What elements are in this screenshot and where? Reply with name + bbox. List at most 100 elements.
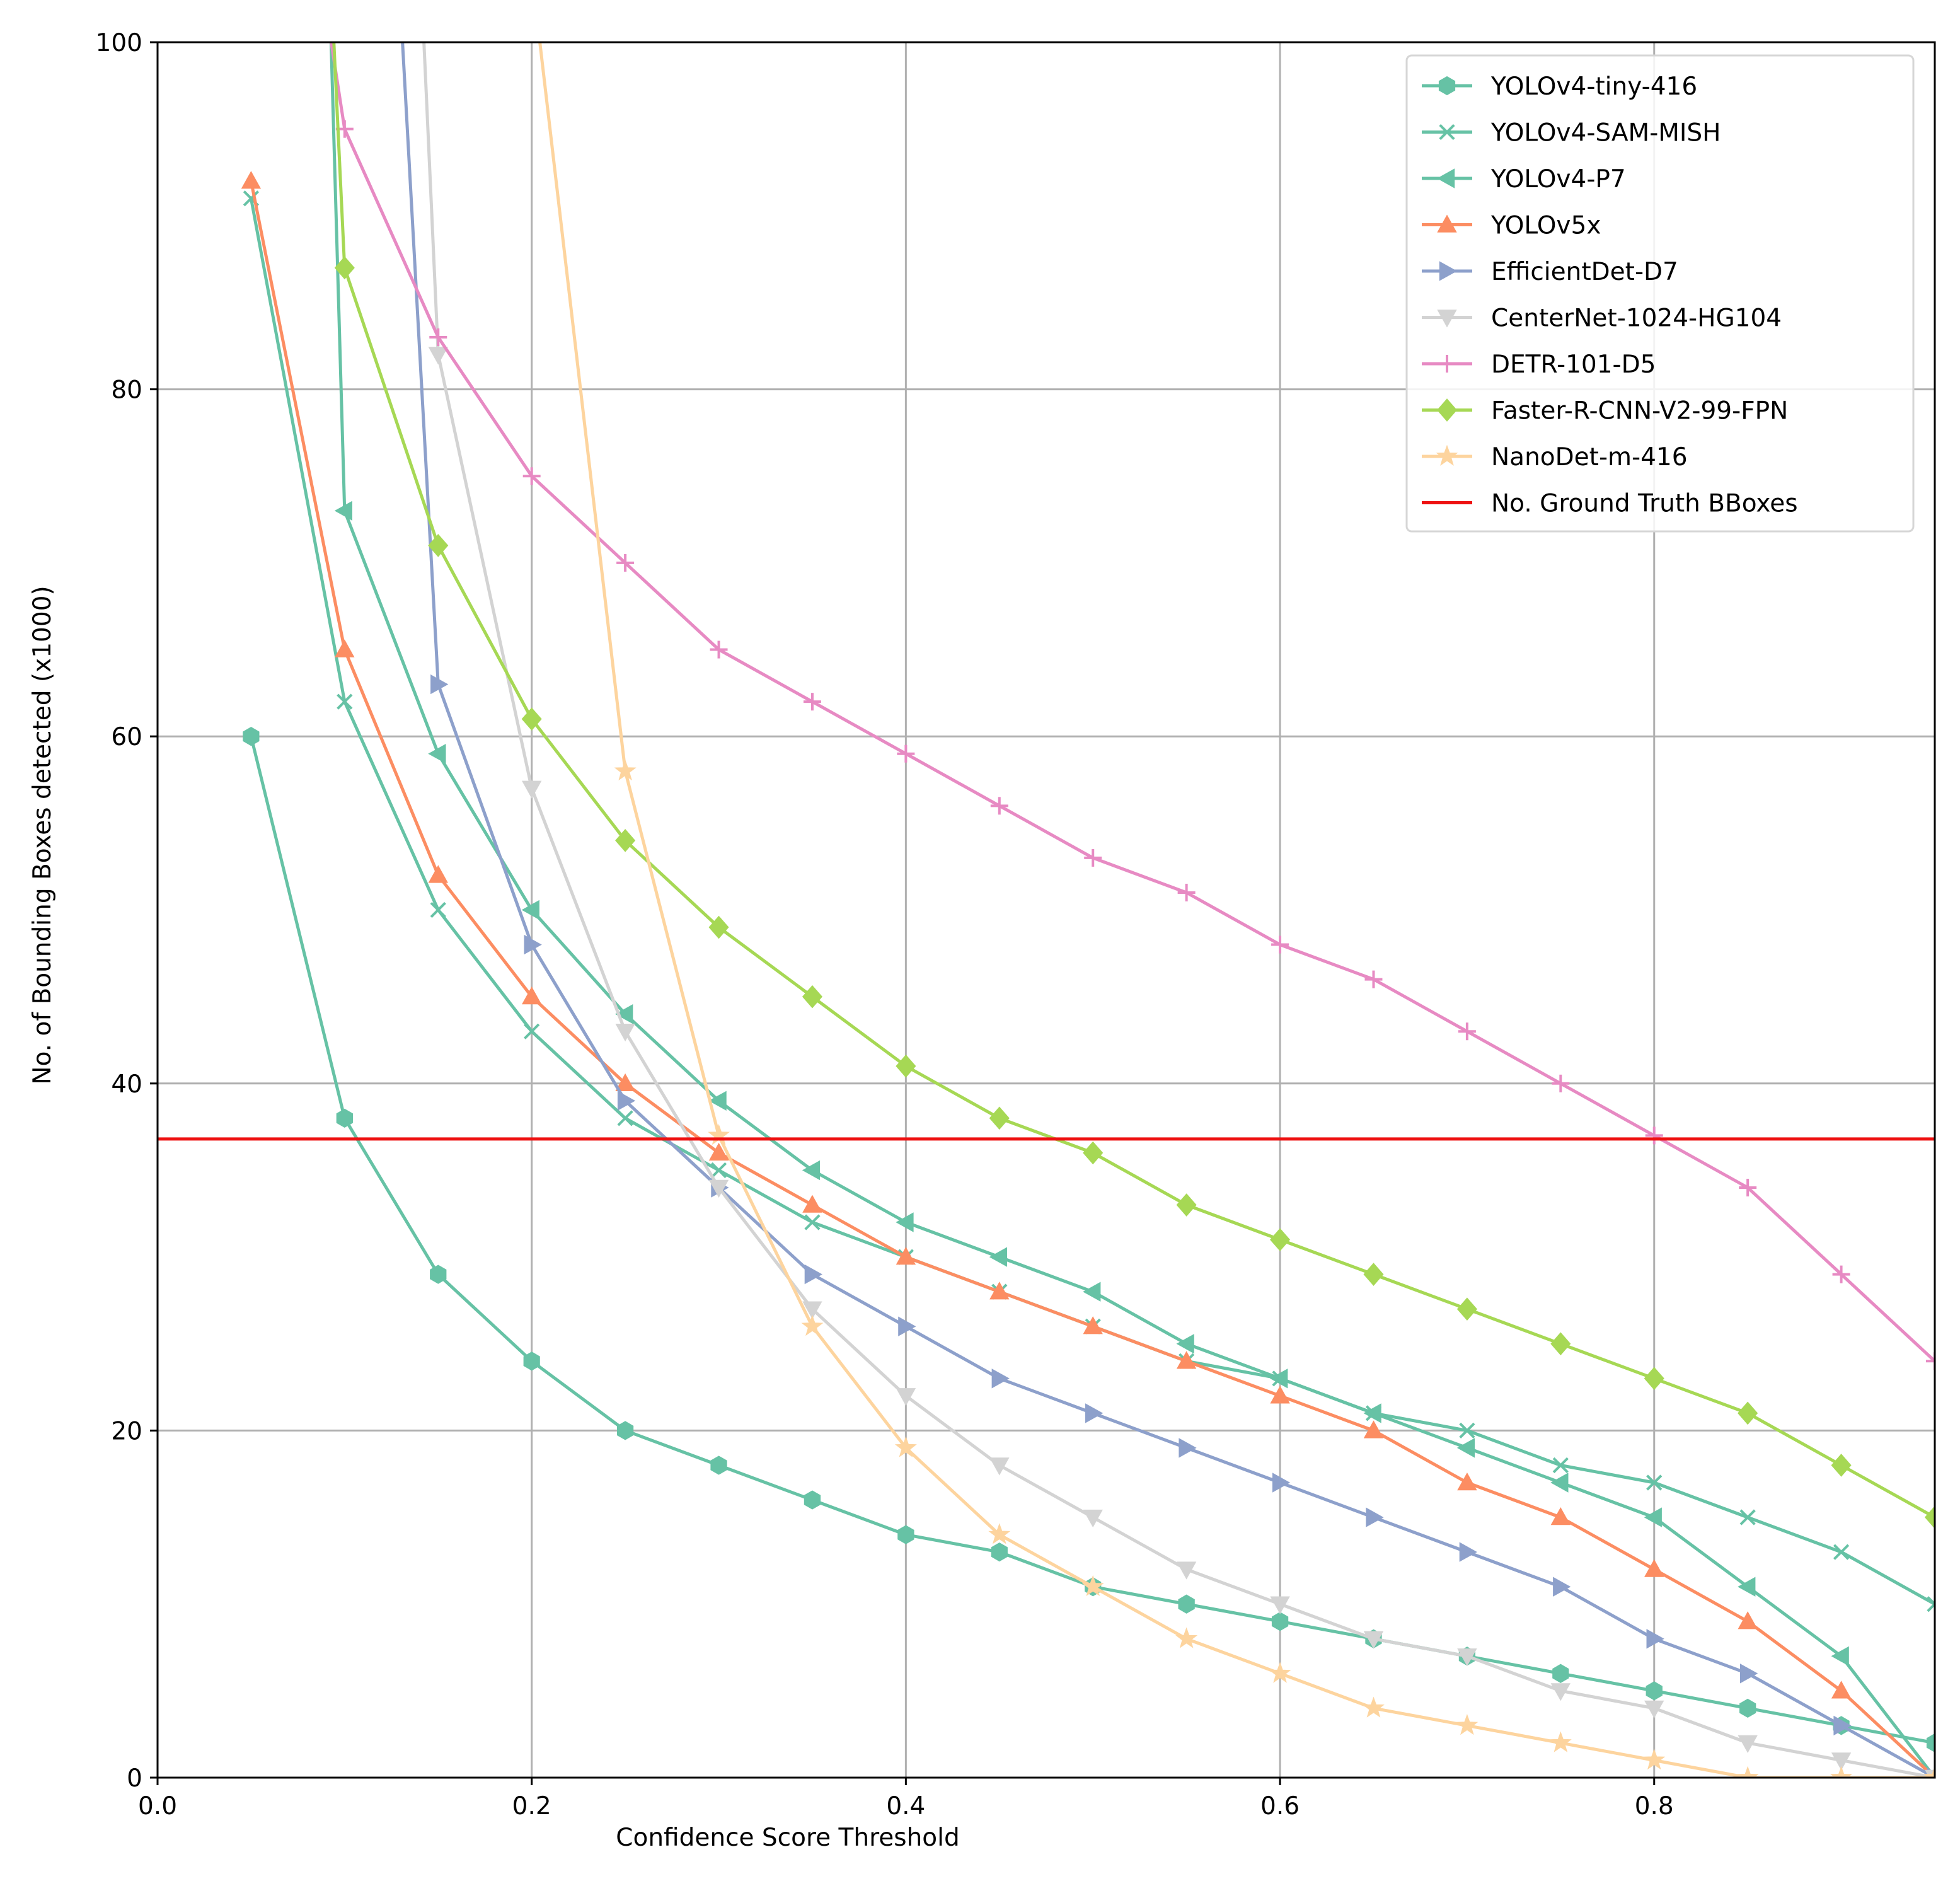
data-point-1-13-stroke-b [1459,1422,1475,1439]
data-point-1-6-stroke-b [804,1214,821,1230]
data-point-2-16 [1738,1577,1756,1597]
data-point-5-5 [708,1179,729,1198]
data-point-8-11 [1269,1662,1291,1683]
data-point-7-4 [615,829,636,852]
data-point-3-6 [802,1195,822,1213]
data-point-3-14 [1550,1507,1571,1525]
data-point-6-17 [1832,1265,1850,1283]
data-point-4-13 [1459,1542,1477,1562]
data-point-2-1 [334,501,352,521]
series-layer [241,42,1935,1778]
data-point-1-4 [617,1110,633,1126]
data-point-5-17 [1831,1752,1852,1771]
data-point-3-15 [1644,1559,1664,1577]
data-point-5-6 [802,1301,822,1319]
data-point-6-2 [429,328,447,347]
data-point-5-16 [1738,1735,1758,1753]
data-point-0-3 [523,1351,540,1371]
series-7 [332,42,1935,1529]
data-point-0-2 [430,1265,447,1284]
data-point-6-9 [1084,848,1102,867]
data-point-6-5 [710,640,728,659]
data-point-5-14 [1550,1683,1571,1701]
data-point-7-8 [989,1106,1010,1130]
data-point-0-6 [804,1490,821,1510]
data-point-5-2 [428,347,448,365]
legend-marker-5 [1437,310,1457,328]
series-6 [330,42,1935,1370]
data-point-6-15 [1645,1126,1663,1145]
legend-marker-8 [1436,444,1458,466]
data-point-1-16 [1739,1509,1756,1525]
data-point-4-15 [1646,1629,1664,1649]
legend-label-3: YOLOv5x [1490,212,1601,240]
y-axis-label: No. of Bounding Boxes detected (x1000) [28,586,57,1084]
data-point-3-12 [1363,1420,1384,1438]
data-point-1-18 [1927,1596,1935,1612]
data-point-1-2-stroke-b [430,901,446,918]
tick-layer: 0.0 0.2 0.4 0.6 0.8 0 20 40 60 80 100 [96,29,1674,1820]
data-point-1-5-stroke-b [710,1162,727,1179]
data-point-7-15 [1644,1367,1664,1391]
series-2 [329,42,1935,1778]
data-point-6-13 [1458,1022,1476,1041]
data-point-1-18-stroke-b [1927,1602,1935,1612]
legend-label-4: EfficientDet-D7 [1491,258,1678,286]
data-point-1-14-stroke-b [1552,1457,1569,1474]
data-point-6-11 [1271,935,1289,954]
legend-label-5: CenterNet-1024-HG104 [1491,304,1782,333]
data-point-1-17 [1833,1544,1850,1560]
data-point-7-5 [708,915,729,939]
legend-marker-3 [1437,214,1457,233]
data-point-2-4 [615,1004,633,1024]
data-point-0-10 [1178,1594,1195,1614]
data-point-8-8 [988,1523,1011,1544]
data-point-4-16 [1740,1664,1758,1684]
data-point-1-0-stroke-b [243,190,260,207]
data-point-2-8 [989,1247,1007,1267]
data-point-7-13 [1456,1297,1477,1321]
legend-label-8: NanoDet-m-416 [1491,443,1688,472]
x-tick-label-2: 0.4 [886,1792,925,1820]
legend-entry-5: CenterNet-1024-HG104 [1422,304,1782,333]
legend-entry-7: Faster-R-CNN-V2-99-FPN [1422,397,1788,425]
data-point-3-16 [1738,1611,1758,1629]
y-tick-label-3: 60 [111,723,142,751]
data-point-4-2 [430,674,449,695]
x-tick-label-1: 0.2 [512,1792,551,1820]
data-point-0-7 [897,1525,914,1544]
data-point-4-4 [617,1091,636,1111]
legend-marker-1 [1439,124,1455,141]
data-point-2-6 [802,1160,821,1181]
data-point-6-16 [1739,1178,1757,1196]
data-point-1-3 [524,1023,540,1039]
data-point-5-15 [1644,1700,1664,1718]
data-point-2-10 [1176,1334,1194,1354]
legend-entry-9: No. Ground Truth BBoxes [1422,490,1798,518]
data-point-3-0 [241,171,262,189]
data-point-7-1 [334,256,355,280]
data-point-5-8 [989,1457,1010,1476]
y-tick-label-4: 80 [111,376,142,405]
legend-entry-0: YOLOv4-tiny-416 [1422,72,1697,101]
legend: YOLOv4-tiny-416 YOLOv4-SAM-MISH YOLOv4-P7 Y… [1405,54,1915,533]
data-point-0-14 [1552,1664,1569,1683]
data-point-8-18 [1923,1766,1935,1778]
y-tick-label-1: 20 [111,1417,142,1445]
legend-marker-4 [1439,261,1458,281]
series-5 [422,42,1935,1778]
data-point-6-14 [1552,1074,1570,1092]
data-point-7-2 [428,534,449,557]
data-point-5-11 [1270,1596,1290,1614]
data-point-8-12 [1362,1696,1385,1718]
data-point-2-13 [1456,1438,1475,1458]
data-point-0-11 [1271,1612,1289,1631]
data-point-0-16 [1739,1698,1756,1718]
data-point-3-2 [428,865,448,883]
data-point-8-15 [1643,1749,1666,1770]
data-point-5-7 [896,1388,916,1406]
data-point-0-18 [1926,1733,1935,1753]
y-tick-label-5: 100 [96,29,142,57]
data-point-3-11 [1270,1386,1290,1404]
